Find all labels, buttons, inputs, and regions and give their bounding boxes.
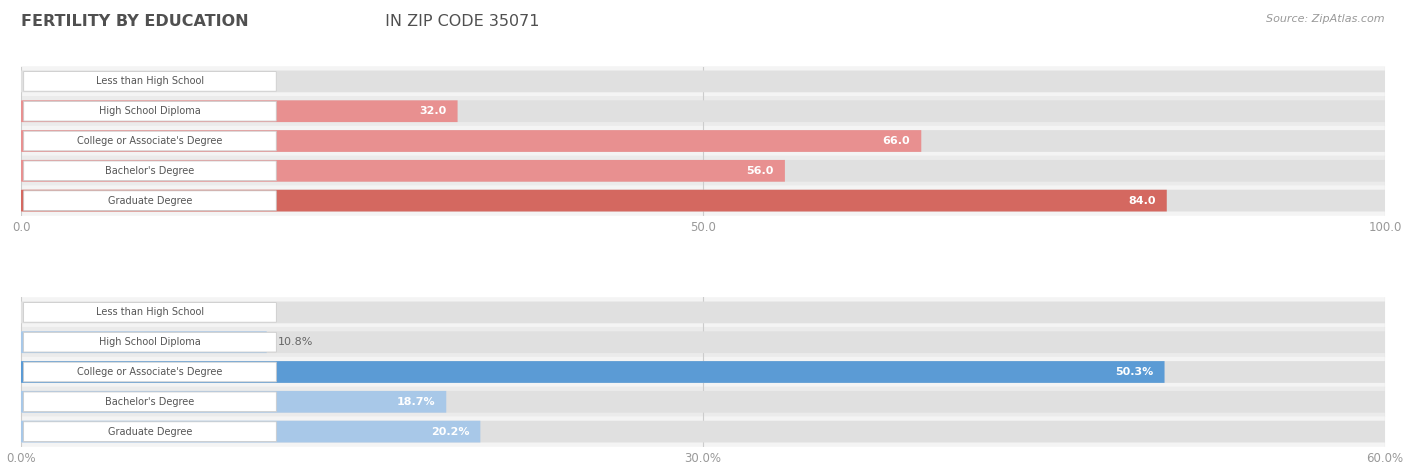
FancyBboxPatch shape [21, 331, 1385, 353]
FancyBboxPatch shape [21, 361, 1164, 383]
FancyBboxPatch shape [21, 160, 1385, 182]
Text: 10.8%: 10.8% [277, 337, 314, 347]
Text: Bachelor's Degree: Bachelor's Degree [105, 166, 194, 176]
FancyBboxPatch shape [21, 156, 1385, 186]
Text: 66.0: 66.0 [883, 136, 910, 146]
FancyBboxPatch shape [24, 303, 277, 322]
Text: IN ZIP CODE 35071: IN ZIP CODE 35071 [380, 14, 538, 29]
FancyBboxPatch shape [21, 160, 785, 182]
FancyBboxPatch shape [21, 66, 1385, 96]
FancyBboxPatch shape [21, 297, 1385, 328]
FancyBboxPatch shape [21, 331, 267, 353]
FancyBboxPatch shape [21, 391, 446, 413]
FancyBboxPatch shape [24, 131, 276, 151]
FancyBboxPatch shape [21, 302, 1385, 323]
FancyBboxPatch shape [21, 327, 1385, 357]
Text: Source: ZipAtlas.com: Source: ZipAtlas.com [1267, 14, 1385, 24]
FancyBboxPatch shape [21, 96, 1385, 126]
FancyBboxPatch shape [21, 100, 457, 122]
Text: 32.0: 32.0 [419, 106, 447, 116]
FancyBboxPatch shape [24, 101, 276, 121]
FancyBboxPatch shape [21, 126, 1385, 156]
Text: 56.0: 56.0 [747, 166, 773, 176]
Text: Less than High School: Less than High School [96, 307, 204, 317]
Text: 0.0%: 0.0% [32, 307, 60, 317]
FancyBboxPatch shape [21, 361, 1385, 383]
FancyBboxPatch shape [21, 391, 1385, 413]
Text: Bachelor's Degree: Bachelor's Degree [105, 397, 194, 407]
Text: 18.7%: 18.7% [396, 397, 436, 407]
FancyBboxPatch shape [21, 130, 1385, 152]
FancyBboxPatch shape [21, 130, 921, 152]
FancyBboxPatch shape [24, 392, 277, 412]
FancyBboxPatch shape [21, 421, 481, 443]
FancyBboxPatch shape [21, 417, 1385, 447]
FancyBboxPatch shape [24, 191, 276, 210]
Text: 0.0: 0.0 [32, 76, 49, 86]
FancyBboxPatch shape [21, 421, 1385, 443]
Text: High School Diploma: High School Diploma [98, 106, 201, 116]
Text: College or Associate's Degree: College or Associate's Degree [77, 367, 222, 377]
Text: High School Diploma: High School Diploma [98, 337, 201, 347]
FancyBboxPatch shape [21, 357, 1385, 387]
FancyBboxPatch shape [21, 387, 1385, 417]
Text: 84.0: 84.0 [1128, 196, 1156, 206]
Text: 50.3%: 50.3% [1115, 367, 1153, 377]
FancyBboxPatch shape [24, 332, 277, 352]
FancyBboxPatch shape [24, 72, 276, 91]
Text: Graduate Degree: Graduate Degree [108, 196, 193, 206]
Text: College or Associate's Degree: College or Associate's Degree [77, 136, 222, 146]
Text: 20.2%: 20.2% [430, 427, 470, 437]
Text: FERTILITY BY EDUCATION: FERTILITY BY EDUCATION [21, 14, 249, 29]
Text: Graduate Degree: Graduate Degree [108, 427, 193, 437]
FancyBboxPatch shape [24, 362, 277, 382]
FancyBboxPatch shape [21, 190, 1385, 211]
Text: Less than High School: Less than High School [96, 76, 204, 86]
FancyBboxPatch shape [21, 70, 1385, 92]
FancyBboxPatch shape [21, 185, 1385, 216]
FancyBboxPatch shape [24, 422, 277, 441]
FancyBboxPatch shape [24, 161, 276, 180]
FancyBboxPatch shape [21, 190, 1167, 211]
FancyBboxPatch shape [21, 100, 1385, 122]
